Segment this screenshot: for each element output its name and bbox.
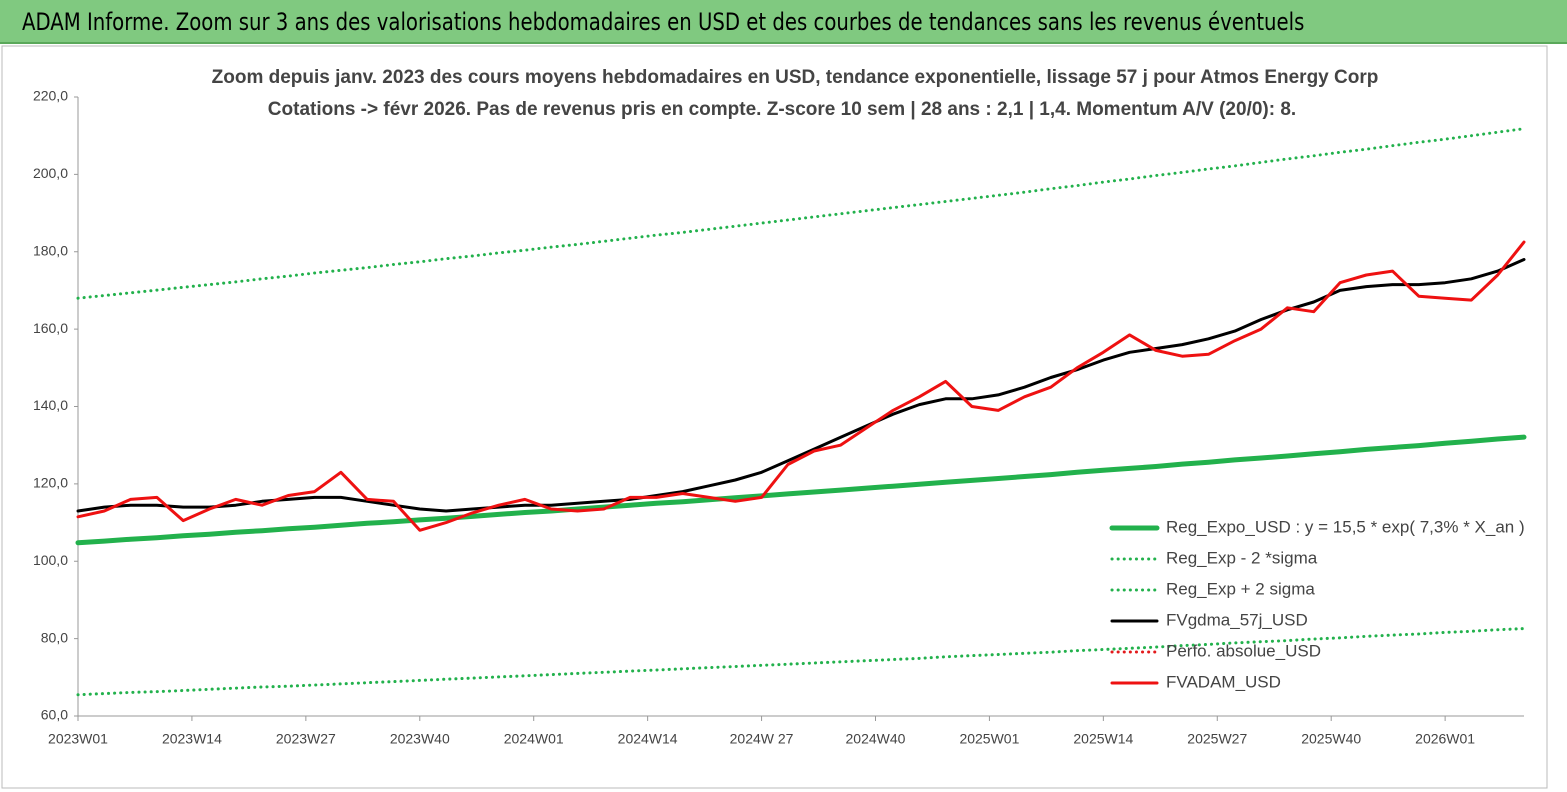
chart-subtitle: Cotations -> févr 2026. Pas de revenus p… <box>268 99 1296 120</box>
banner-title: ADAM Informe. Zoom sur 3 ans des valoris… <box>22 8 1305 36</box>
y-tick-label: 160,0 <box>33 320 68 336</box>
y-tick-label: 100,0 <box>33 552 68 568</box>
y-tick-label: 200,0 <box>33 165 68 181</box>
legend-label: FVADAM_USD <box>1166 672 1281 691</box>
x-tick-label: 2023W27 <box>276 731 336 747</box>
y-tick-label: 80,0 <box>41 629 68 645</box>
y-tick-label: 140,0 <box>33 397 68 413</box>
legend-label: Perfo. absolue_USD <box>1166 641 1321 660</box>
legend-label: Reg_Exp + 2 sigma <box>1166 579 1315 598</box>
chart-title: Zoom depuis janv. 2023 des cours moyens … <box>212 67 1379 88</box>
y-tick-label: 60,0 <box>41 707 68 723</box>
x-tick-label: 2023W14 <box>162 731 222 747</box>
chart: Zoom depuis janv. 2023 des cours moyens … <box>1 45 1548 789</box>
x-tick-label: 2025W40 <box>1301 731 1361 747</box>
series-line <box>75 434 1527 546</box>
legend-label: FVgdma_57j_USD <box>1166 610 1308 629</box>
series-line <box>76 240 1526 532</box>
x-tick-label: 2023W40 <box>390 731 450 747</box>
y-tick-label: 120,0 <box>33 475 68 491</box>
legend-label: Reg_Exp - 2 *sigma <box>1166 548 1318 567</box>
x-tick-label: 2025W27 <box>1187 731 1247 747</box>
x-tick-label: 2024W40 <box>846 731 906 747</box>
y-tick-label: 220,0 <box>33 88 68 104</box>
x-tick-label: 2023W01 <box>48 731 108 747</box>
chart-frame <box>1 45 1548 789</box>
legend-label: Reg_Expo_USD : y = 15,5 * exp( 7,3% * X_… <box>1166 517 1525 536</box>
x-tick-label: 2024W14 <box>618 731 678 747</box>
series-line <box>76 127 1526 300</box>
banner: ADAM Informe. Zoom sur 3 ans des valoris… <box>0 0 1567 44</box>
y-tick-label: 180,0 <box>33 242 68 258</box>
x-tick-label: 2025W01 <box>959 731 1019 747</box>
x-tick-label: 2024W 27 <box>730 731 794 747</box>
x-tick-label: 2025W14 <box>1073 731 1133 747</box>
x-tick-label: 2024W01 <box>504 731 564 747</box>
x-tick-label: 2026W01 <box>1415 731 1475 747</box>
